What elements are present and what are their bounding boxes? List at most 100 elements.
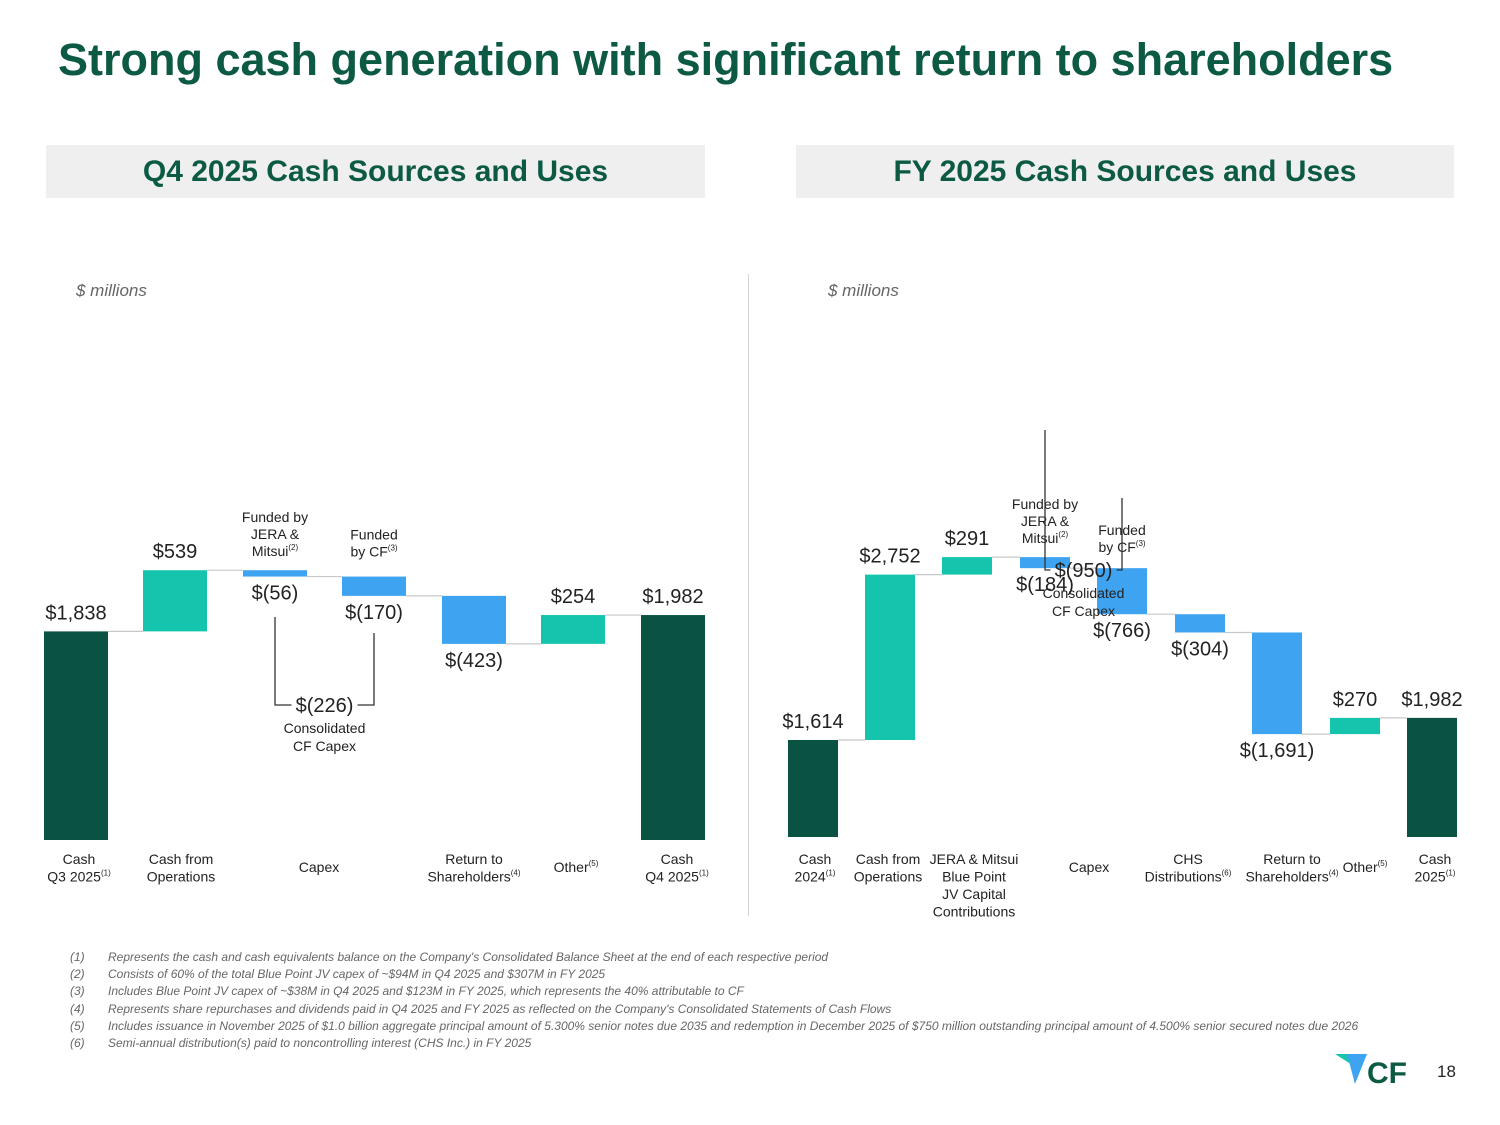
bar-6 — [641, 615, 705, 840]
capex-bracket-right — [1116, 498, 1123, 571]
category-label-part: Operations — [147, 869, 215, 885]
capex-caption: CF Capex — [1052, 603, 1115, 619]
category-label-part: Capex — [1069, 859, 1109, 875]
bar-3 — [342, 576, 406, 596]
funding-note-superscript: (3) — [1136, 539, 1146, 548]
bar-8 — [1407, 717, 1457, 837]
category-label: Q3 2025(1) — [47, 869, 111, 885]
funding-note: Funded — [350, 527, 397, 543]
category-label-part: Distributions — [1145, 869, 1222, 885]
category-label: JV Capital — [942, 886, 1006, 902]
bar-0 — [44, 631, 108, 840]
category-label-part: Operations — [854, 869, 922, 885]
fy-panel-header: FY 2025 Cash Sources and Uses — [796, 145, 1454, 198]
bar-0 — [788, 739, 838, 837]
category-label-superscript: (1) — [826, 869, 836, 878]
funding-note: by CF(3) — [350, 544, 397, 560]
category-label: 2024(1) — [795, 869, 836, 885]
category-label-part: 2024 — [795, 869, 826, 885]
footnote: (6) Semi-annual distribution(s) paid to n… — [70, 1035, 1390, 1052]
category-label-superscript: (5) — [589, 859, 599, 868]
category-label-part: Cash from — [149, 851, 214, 867]
category-label-part: Q4 2025 — [645, 869, 699, 885]
funding-note: Mitsui(2) — [1022, 530, 1069, 546]
category-label-superscript: (1) — [1446, 869, 1456, 878]
category-label: Operations — [147, 869, 215, 885]
category-label-part: Cash from — [856, 851, 921, 867]
footnote-number: (3) — [70, 984, 85, 999]
category-label: Capex — [299, 859, 339, 875]
category-label: Distributions(6) — [1145, 869, 1232, 885]
footnote-text: Represents the cash and cash equivalents… — [108, 950, 829, 964]
category-label-part: JERA & Mitsui — [930, 851, 1019, 867]
category-label: Contributions — [933, 904, 1016, 920]
logo-mark-right — [1347, 1054, 1367, 1084]
category-label: Other(5) — [554, 859, 599, 875]
footnote-number: (4) — [70, 1001, 85, 1016]
category-label-superscript: (5) — [1378, 859, 1388, 868]
category-label-part: Capex — [299, 859, 339, 875]
category-label-superscript: (4) — [511, 869, 521, 878]
funding-note: JERA & — [251, 526, 300, 542]
funding-note-part: Mitsui — [252, 543, 289, 559]
category-label: Cash — [1419, 851, 1452, 867]
bar-7 — [1330, 717, 1380, 735]
panel-divider — [748, 274, 749, 916]
category-label: Q4 2025(1) — [645, 869, 709, 885]
data-label: $(423) — [445, 650, 503, 672]
footnote-text: Includes Blue Point JV capex of ~$38M in… — [108, 984, 744, 999]
category-label-part: Other — [1343, 859, 1378, 875]
capex-caption: CF Capex — [293, 738, 356, 754]
category-label-part: Cash — [661, 851, 694, 867]
cf-logo: CF — [1335, 1054, 1407, 1090]
funding-note: Mitsui(2) — [252, 543, 299, 559]
data-label: $1,614 — [782, 711, 843, 733]
category-label-superscript: (1) — [699, 869, 709, 878]
page-title: Strong cash generation with significant … — [58, 34, 1394, 85]
capex-total-label: $(950) — [1055, 560, 1113, 582]
category-label-part: Blue Point — [942, 869, 1006, 885]
data-label: $(1,691) — [1240, 740, 1315, 762]
data-label: $(184) — [1016, 574, 1074, 596]
category-label-part: CHS — [1173, 851, 1203, 867]
capex-caption: Consolidated — [284, 720, 366, 736]
data-label: $539 — [153, 541, 198, 563]
funding-note-superscript: (3) — [388, 544, 398, 553]
capex-bracket-left — [1044, 430, 1051, 571]
category-label-superscript: (6) — [1222, 869, 1232, 878]
data-label: $254 — [551, 586, 596, 608]
data-label: $1,838 — [45, 602, 106, 624]
bar-6 — [1252, 632, 1302, 735]
category-label-part: JV Capital — [942, 886, 1006, 902]
footnote-text: Includes issuance in November 2025 of $1… — [108, 1018, 1359, 1033]
logo-text: CF — [1367, 1057, 1407, 1090]
data-label: $1,982 — [1401, 689, 1462, 711]
data-label: $(170) — [345, 602, 403, 624]
category-label-part: Return to — [445, 851, 503, 867]
category-label: Other(5) — [1343, 859, 1388, 875]
funding-note: by CF(3) — [1098, 539, 1145, 555]
q4-panel-header: Q4 2025 Cash Sources and Uses — [46, 145, 705, 198]
footnote: (5) Includes issuance in November 2025 of… — [70, 1018, 1390, 1035]
funding-note-part: Funded — [350, 527, 397, 543]
footnote-text: Consists of 60% of the total Blue Point … — [108, 967, 606, 982]
unit-label: $ millions — [75, 281, 147, 300]
data-label: $(304) — [1171, 638, 1229, 660]
data-label: $2,752 — [859, 546, 920, 568]
bar-5 — [1175, 614, 1225, 633]
funding-note-superscript: (2) — [288, 543, 298, 552]
category-label: Cash from — [856, 851, 921, 867]
category-label: Cash — [63, 851, 96, 867]
capex-caption: Consolidated — [1043, 585, 1125, 601]
funding-note-part: by CF — [350, 544, 387, 560]
category-label: CHS — [1173, 851, 1203, 867]
footnote: (4) Represents share repurchases and divi… — [70, 1001, 1390, 1018]
category-label-part: Q3 2025 — [47, 869, 101, 885]
bar-1 — [865, 574, 915, 740]
category-label-part: Cash — [799, 851, 832, 867]
footnote-number: (6) — [70, 1036, 85, 1051]
data-label: $1,982 — [642, 586, 703, 608]
category-label-superscript: (4) — [1329, 869, 1339, 878]
category-label-part: Shareholders — [427, 869, 510, 885]
capex-bracket-right — [357, 633, 375, 706]
